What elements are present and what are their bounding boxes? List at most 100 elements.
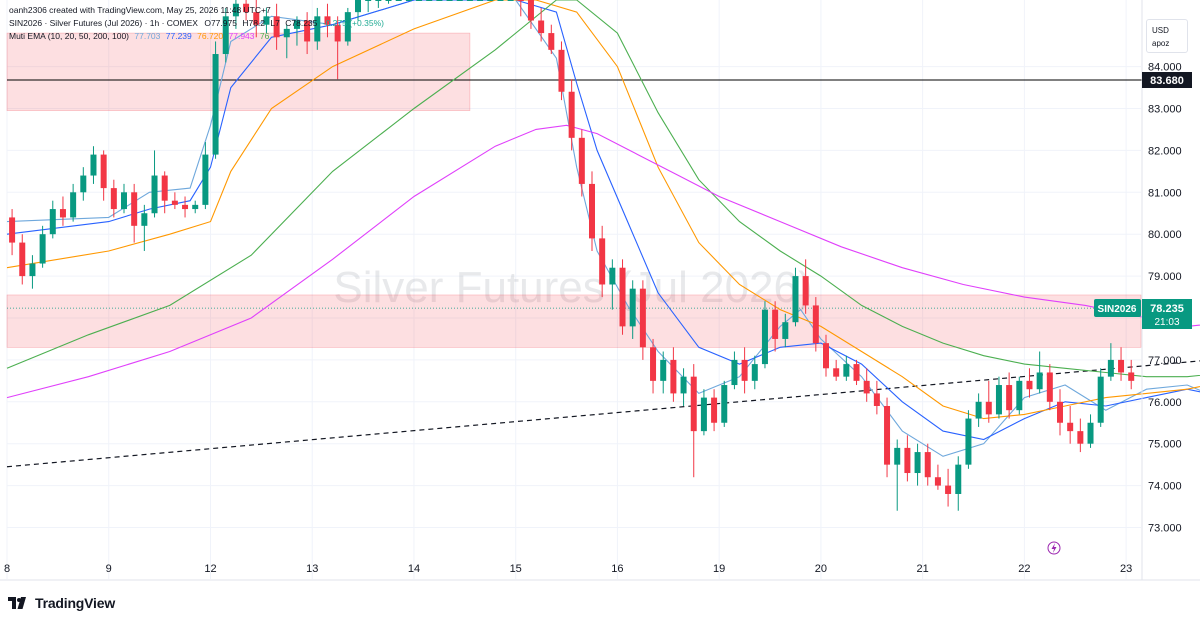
candle[interactable] xyxy=(558,41,565,101)
candle[interactable] xyxy=(894,439,901,511)
candle[interactable] xyxy=(538,7,545,42)
candle[interactable] xyxy=(619,259,626,335)
candle[interactable] xyxy=(263,7,270,34)
candle[interactable] xyxy=(1026,368,1033,398)
candle[interactable] xyxy=(314,7,321,50)
candle[interactable] xyxy=(1016,376,1023,415)
candle[interactable] xyxy=(761,301,768,369)
candle[interactable] xyxy=(609,259,616,310)
candle[interactable] xyxy=(141,204,148,251)
candle[interactable] xyxy=(446,0,453,1)
candle[interactable] xyxy=(863,368,870,402)
candle[interactable] xyxy=(324,3,331,38)
candle[interactable] xyxy=(355,0,361,21)
candle[interactable] xyxy=(1107,343,1114,381)
candle[interactable] xyxy=(629,280,636,339)
candle[interactable] xyxy=(700,389,707,436)
candle[interactable] xyxy=(171,192,178,210)
candle[interactable] xyxy=(395,0,402,1)
candle[interactable] xyxy=(344,7,351,46)
candle[interactable] xyxy=(90,146,97,184)
candle[interactable] xyxy=(375,0,382,8)
candle[interactable] xyxy=(243,0,250,21)
candle[interactable] xyxy=(19,234,26,285)
candle[interactable] xyxy=(802,259,809,314)
candle[interactable] xyxy=(304,12,311,55)
candle[interactable] xyxy=(975,393,982,427)
candle[interactable] xyxy=(599,225,606,298)
candle[interactable] xyxy=(365,0,372,13)
candle[interactable] xyxy=(527,0,534,29)
candle[interactable] xyxy=(721,380,728,427)
candle[interactable] xyxy=(965,410,972,469)
candle[interactable] xyxy=(914,443,921,486)
candle[interactable] xyxy=(639,280,646,360)
candle[interactable] xyxy=(212,41,219,159)
candle[interactable] xyxy=(507,0,514,1)
candle[interactable] xyxy=(934,464,941,490)
candle[interactable] xyxy=(873,380,880,415)
candle[interactable] xyxy=(741,347,748,394)
candle[interactable] xyxy=(121,183,127,214)
candle[interactable] xyxy=(589,171,595,251)
candle[interactable] xyxy=(568,79,575,151)
candle[interactable] xyxy=(466,0,473,1)
candle[interactable] xyxy=(477,0,484,1)
trendline[interactable] xyxy=(6,356,1200,468)
candle[interactable] xyxy=(843,355,850,381)
candle[interactable] xyxy=(1036,351,1043,394)
candle[interactable] xyxy=(853,359,860,386)
candle[interactable] xyxy=(650,338,657,394)
candle[interactable] xyxy=(1118,347,1125,381)
candle[interactable] xyxy=(924,443,931,486)
candle[interactable] xyxy=(253,0,260,38)
supply-zone-rect[interactable] xyxy=(6,294,1142,348)
candle[interactable] xyxy=(517,0,524,17)
candle[interactable] xyxy=(1046,364,1053,411)
candle[interactable] xyxy=(782,313,789,348)
candle[interactable] xyxy=(222,7,229,63)
candle[interactable] xyxy=(812,297,819,352)
candle[interactable] xyxy=(110,179,117,218)
candle[interactable] xyxy=(456,0,463,1)
candle[interactable] xyxy=(660,351,667,394)
candle[interactable] xyxy=(487,0,494,1)
candle[interactable] xyxy=(426,0,433,1)
candle[interactable] xyxy=(578,129,585,197)
ema-legend[interactable]: Muti EMA (10, 20, 50, 200, 100) 77.703 7… xyxy=(9,31,272,41)
tradingview-brand[interactable]: TradingView xyxy=(8,594,115,612)
candle[interactable] xyxy=(945,468,952,507)
candle[interactable] xyxy=(690,364,697,478)
candle[interactable] xyxy=(405,0,412,1)
price-axis[interactable]: 73.00074.00075.00076.00077.00078.00079.0… xyxy=(1148,62,1182,535)
candle[interactable] xyxy=(436,0,443,1)
candle[interactable] xyxy=(39,225,46,268)
candle[interactable] xyxy=(711,389,718,432)
candle[interactable] xyxy=(792,267,799,327)
candle[interactable] xyxy=(823,334,829,377)
candle[interactable] xyxy=(1097,368,1104,427)
candle[interactable] xyxy=(182,196,189,218)
candle[interactable] xyxy=(232,0,239,29)
candle[interactable] xyxy=(548,24,555,55)
candle[interactable] xyxy=(995,376,1002,419)
candle[interactable] xyxy=(29,255,36,289)
candle[interactable] xyxy=(985,380,992,423)
candle[interactable] xyxy=(1087,414,1094,448)
candle[interactable] xyxy=(751,355,758,390)
candle[interactable] xyxy=(161,171,168,214)
candle[interactable] xyxy=(131,183,138,243)
candle[interactable] xyxy=(80,167,87,201)
lightning-icon[interactable] xyxy=(1047,541,1061,555)
candle[interactable] xyxy=(70,183,77,222)
candle[interactable] xyxy=(1067,405,1074,444)
candle[interactable] xyxy=(1077,418,1084,453)
candle[interactable] xyxy=(334,16,341,80)
candle[interactable] xyxy=(884,397,891,478)
candle[interactable] xyxy=(772,301,779,352)
candle[interactable] xyxy=(670,347,677,402)
candle[interactable] xyxy=(192,200,199,214)
candle[interactable] xyxy=(497,0,504,1)
candle[interactable] xyxy=(955,456,962,511)
